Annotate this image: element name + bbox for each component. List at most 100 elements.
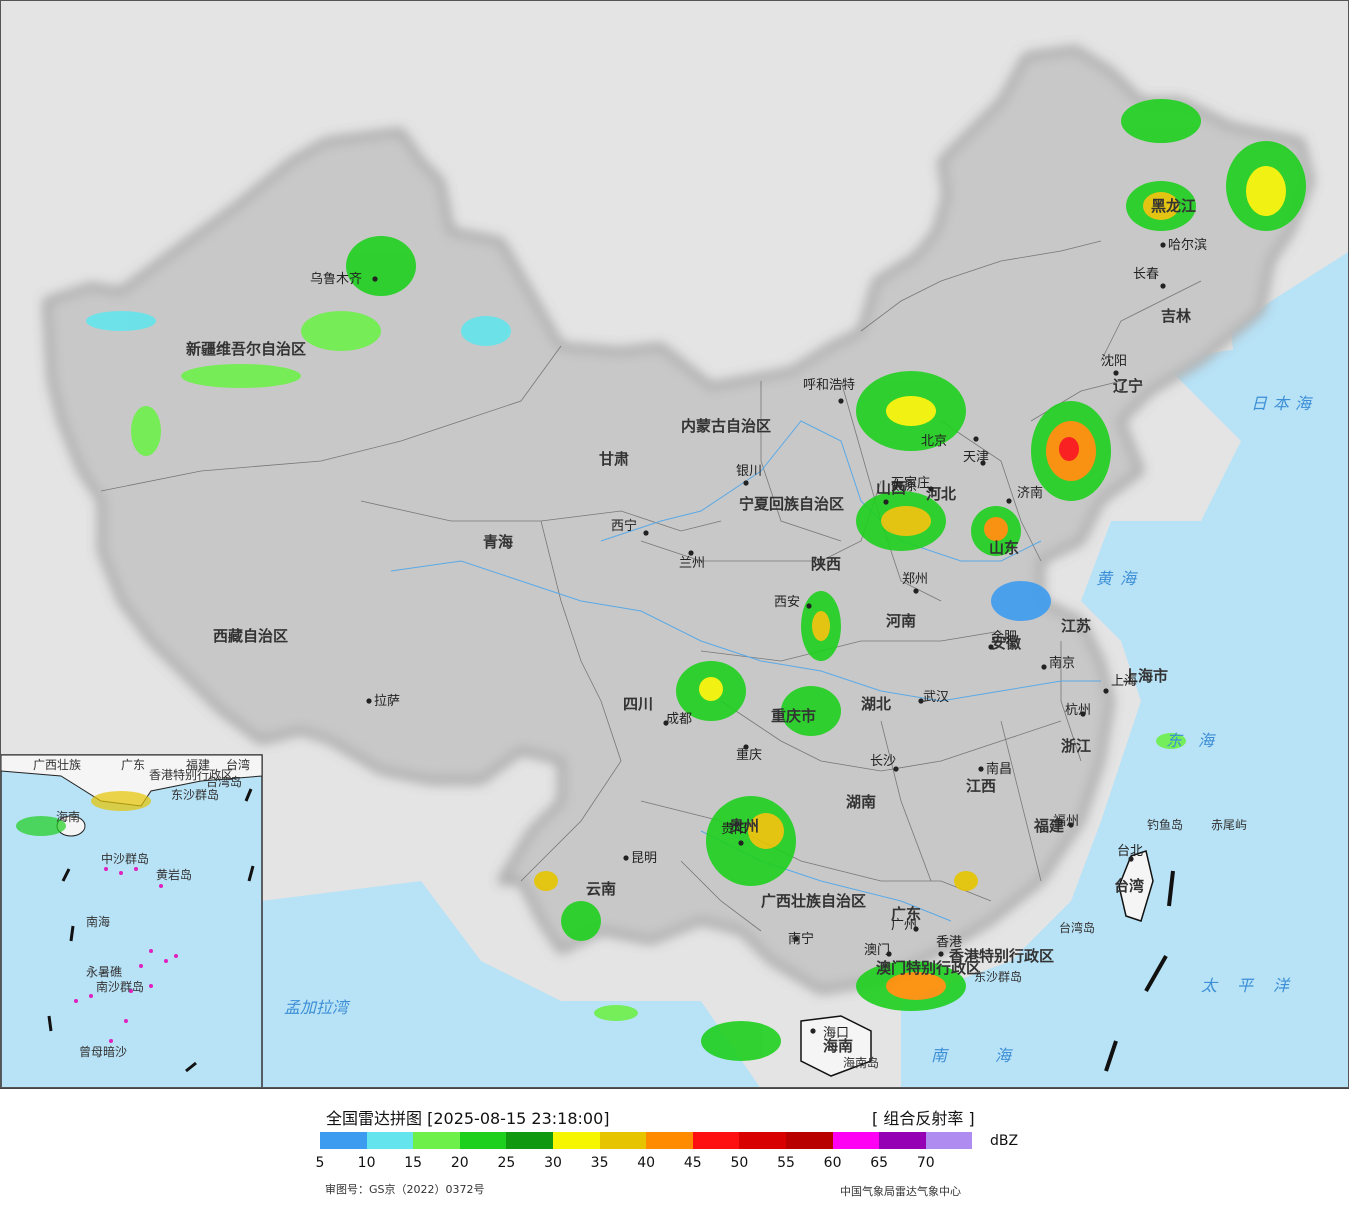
inset-label: 南海 [86, 914, 110, 929]
city-marker [643, 530, 649, 536]
city-label: 兰州 [679, 556, 705, 571]
province-label: 青海 [483, 533, 513, 551]
city-marker [1103, 688, 1109, 694]
sea-label: 黄海 [1096, 569, 1144, 588]
city-marker [688, 550, 694, 556]
city-label: 重庆 [736, 747, 762, 763]
east-seas [901, 331, 1348, 1087]
taiwan-island [1118, 850, 1154, 922]
scale-tick-label: 35 [590, 1155, 609, 1171]
city-label: 武汉 [923, 690, 949, 705]
scale-tick-label: 10 [357, 1155, 376, 1171]
city-label: 天津 [963, 450, 989, 465]
radar-map[interactable]: 新疆维吾尔自治区 西藏自治区 青海 甘肃 内蒙古自治区 黑龙江 吉林 辽宁 四川 云南 贵州 广西壮族… [0, 0, 1349, 1088]
province-label: 贵州 [729, 817, 759, 835]
city-marker [913, 588, 919, 594]
city-marker [1113, 370, 1119, 376]
scale-cell [785, 1132, 833, 1149]
province-label: 江苏 [1061, 617, 1091, 635]
scale-cell [646, 1132, 693, 1149]
province-label: 宁夏回族自治区 [739, 495, 844, 513]
scale-tick-label: 25 [497, 1155, 516, 1171]
scale-cell [832, 1132, 880, 1149]
city-label: 沈阳 [1101, 354, 1127, 369]
province-label: 陕西 [811, 555, 841, 573]
city-label: 昆明 [631, 851, 657, 866]
scale-tick-label: 20 [450, 1155, 469, 1171]
city-marker [793, 936, 799, 942]
island-label: 台湾岛 [1059, 920, 1095, 935]
scale-tick-label: 40 [637, 1155, 656, 1171]
inset-label: 广西壮族 [33, 758, 81, 772]
scale-cell [320, 1132, 367, 1149]
province-label: 山西 [876, 479, 906, 497]
inset-label: 台湾岛 [206, 774, 242, 789]
radar-echoes [86, 99, 1306, 1061]
city-label: 郑州 [902, 572, 928, 587]
city-marker [1068, 822, 1074, 828]
bay-of-bengal [261, 881, 760, 1087]
city-label: 上海 [1111, 674, 1137, 689]
sea-of-japan [1231, 252, 1348, 471]
province-label: 安徽 [991, 634, 1022, 652]
scale-cell [739, 1132, 786, 1149]
province-label: 内蒙古自治区 [681, 417, 771, 435]
city-label: 南京 [1049, 655, 1075, 671]
scale-tick-label: 30 [544, 1155, 562, 1171]
province-label: 西藏自治区 [213, 627, 288, 645]
scale-cell [459, 1132, 507, 1149]
legend-unit: dBZ [990, 1133, 1019, 1149]
city-marker [928, 486, 934, 492]
province-label: 上海市 [1123, 667, 1168, 685]
city-marker [838, 398, 844, 404]
province-label: 云南 [586, 880, 616, 898]
city-marker [743, 480, 749, 486]
city-label: 北京 [921, 434, 947, 449]
province-label: 浙江 [1061, 737, 1091, 755]
city-label: 长沙 [870, 754, 896, 769]
city-marker [988, 644, 994, 650]
scale-cell [879, 1132, 926, 1149]
city-label: 呼和浩特 [803, 378, 855, 393]
sea-label: 太平洋 [1201, 976, 1309, 995]
island-label: 海南岛 [843, 1055, 879, 1070]
scale-tick-label: 60 [823, 1155, 842, 1171]
province-label: 广东 [891, 905, 921, 923]
city-label: 南昌 [986, 761, 1012, 777]
city-marker [743, 744, 749, 750]
city-marker [913, 926, 919, 932]
city-label: 福州 [1053, 814, 1079, 829]
scale-tick-label: 70 [916, 1155, 935, 1171]
province-label: 福建 [1033, 817, 1065, 835]
city-marker [918, 698, 924, 704]
scale-tick-label: 65 [870, 1155, 889, 1171]
city-label: 太原 [891, 479, 917, 494]
inset-label: 福建 [186, 757, 210, 772]
province-label: 海南 [823, 1037, 853, 1055]
inset-label: 香港特别行政区 [149, 767, 233, 782]
map-labels: 新疆维吾尔自治区西藏自治区青海甘肃内蒙古自治区黑龙江吉林辽宁四川云南贵州广西壮族… [33, 197, 1311, 1070]
province-label: 湖北 [861, 695, 891, 713]
province-label: 吉林 [1161, 307, 1192, 325]
city-label: 台北 [1117, 844, 1143, 859]
city-marker [978, 766, 984, 772]
scale-cell [599, 1132, 647, 1149]
inset-label: 台湾 [226, 757, 250, 772]
city-marker [663, 720, 669, 726]
scale-cell [692, 1132, 740, 1149]
province-label: 黑龙江 [1151, 197, 1196, 215]
scale-cell [506, 1132, 553, 1149]
inset-label: 广东 [121, 758, 145, 772]
city-marker [938, 951, 944, 957]
scale-tick-label: 50 [730, 1155, 749, 1171]
province-label: 四川 [623, 695, 653, 713]
island-label: 赤尾屿 [1211, 818, 1247, 832]
province-label: 江西 [966, 777, 996, 795]
city-label: 济南 [1017, 485, 1043, 501]
city-marker [1160, 283, 1166, 289]
province-label: 香港特别行政区 [949, 947, 1054, 965]
city-label: 拉萨 [374, 694, 400, 709]
dash-line [1104, 870, 1175, 1072]
island-label: 钓鱼岛 [1147, 817, 1183, 832]
inset-label: 东沙群岛 [171, 787, 219, 802]
